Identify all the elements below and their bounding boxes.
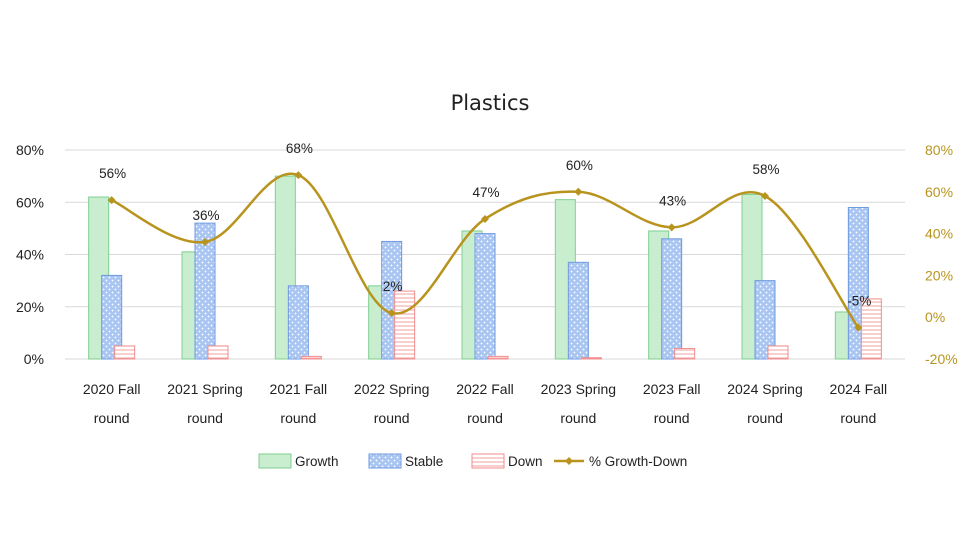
bar-down-6 <box>674 348 696 360</box>
y-tick-label: 60% <box>16 194 44 210</box>
x-tick-label: 2021 Fall <box>270 381 328 397</box>
x-tick-label: 2021 Spring <box>167 381 243 397</box>
y-tick-label: 80% <box>16 142 44 158</box>
y-tick-label: 20% <box>16 299 44 315</box>
x-tick-label: 2023 Fall <box>643 381 701 397</box>
y2-tick-label: 80% <box>925 142 953 158</box>
x-tick-label: round <box>467 410 503 426</box>
y2-tick-label: -20% <box>925 351 958 367</box>
axes: 0% 20% 40% 60% 80% -20% 0% 20% 40% 60% 80% 2020 Fal… <box>16 142 958 426</box>
legend-label: Down <box>508 454 543 469</box>
series-line-growth-down <box>111 172 860 329</box>
y-tick-label: 40% <box>16 247 44 263</box>
data-label: -5% <box>847 294 871 309</box>
bar-stable-5 <box>567 261 589 360</box>
x-tick-label: round <box>374 410 410 426</box>
growth-down-line <box>107 171 863 332</box>
x-tick-label: round <box>747 410 783 426</box>
x-tick-label: 2022 Spring <box>354 381 430 397</box>
bar-down-2 <box>300 355 322 360</box>
legend: Growth Stable Down % Growth-Down <box>258 453 687 469</box>
legend-label: Growth <box>295 454 339 469</box>
legend-label: Stable <box>405 454 443 469</box>
line-point-7 <box>761 191 769 200</box>
bar-stable-4 <box>474 233 496 360</box>
legend-swatch-growth <box>258 453 292 469</box>
line-point-1 <box>201 237 209 246</box>
bar-down-5 <box>580 357 602 360</box>
bar-stable-7 <box>754 280 776 360</box>
line-point-3 <box>387 309 396 318</box>
bars <box>88 175 882 360</box>
line-point-8 <box>854 323 863 332</box>
x-tick-label: 2022 Fall <box>456 381 514 397</box>
data-label: 56% <box>99 166 126 181</box>
data-label: 2% <box>383 279 403 294</box>
bar-stable-0 <box>101 274 123 360</box>
data-labels: 56% 36% 68% 2% 47% 60% 43% 58% -5% <box>99 141 871 309</box>
bar-stable-6 <box>661 238 683 360</box>
data-label: 60% <box>566 158 593 173</box>
bar-down-3 <box>394 290 416 360</box>
y2-tick-label: 0% <box>925 309 945 325</box>
x-tick-label: round <box>840 410 876 426</box>
x-tick-label: round <box>654 410 690 426</box>
x-tick-label: round <box>94 410 130 426</box>
x-tick-label: round <box>187 410 223 426</box>
x-tick-label: round <box>280 410 316 426</box>
data-label: 58% <box>752 162 779 177</box>
line-point-6 <box>667 223 676 232</box>
legend-swatch-stable <box>368 453 402 469</box>
x-tick-label: round <box>560 410 596 426</box>
x-tick-label: 2024 Fall <box>830 381 888 397</box>
legend-swatch-down <box>471 453 505 469</box>
bar-down-7 <box>767 345 789 360</box>
y-tick-label: 0% <box>24 351 44 367</box>
x-tick-label: 2024 Spring <box>727 381 803 397</box>
bar-stable-2 <box>287 285 309 360</box>
bar-down-8 <box>860 298 882 360</box>
bar-down-4 <box>487 355 509 360</box>
line-point-5 <box>574 187 583 196</box>
legend-marker <box>565 457 573 465</box>
y2-tick-label: 60% <box>925 184 953 200</box>
y2-tick-label: 20% <box>925 267 953 283</box>
bar-stable-1 <box>194 222 216 360</box>
x-tick-label: 2023 Spring <box>541 381 617 397</box>
data-label: 36% <box>192 208 219 223</box>
line-point-4 <box>481 214 489 223</box>
bar-down-1 <box>207 345 229 360</box>
data-label: 43% <box>659 193 686 208</box>
line-point-2 <box>294 171 303 180</box>
line-point-0 <box>107 196 116 205</box>
bar-down-0 <box>114 345 136 360</box>
data-label: 47% <box>472 185 499 200</box>
legend-label: % Growth-Down <box>589 454 687 469</box>
y2-tick-label: 40% <box>925 226 953 242</box>
chart-title: Plastics <box>451 91 530 115</box>
x-tick-label: 2020 Fall <box>83 381 141 397</box>
data-label: 68% <box>286 141 313 156</box>
